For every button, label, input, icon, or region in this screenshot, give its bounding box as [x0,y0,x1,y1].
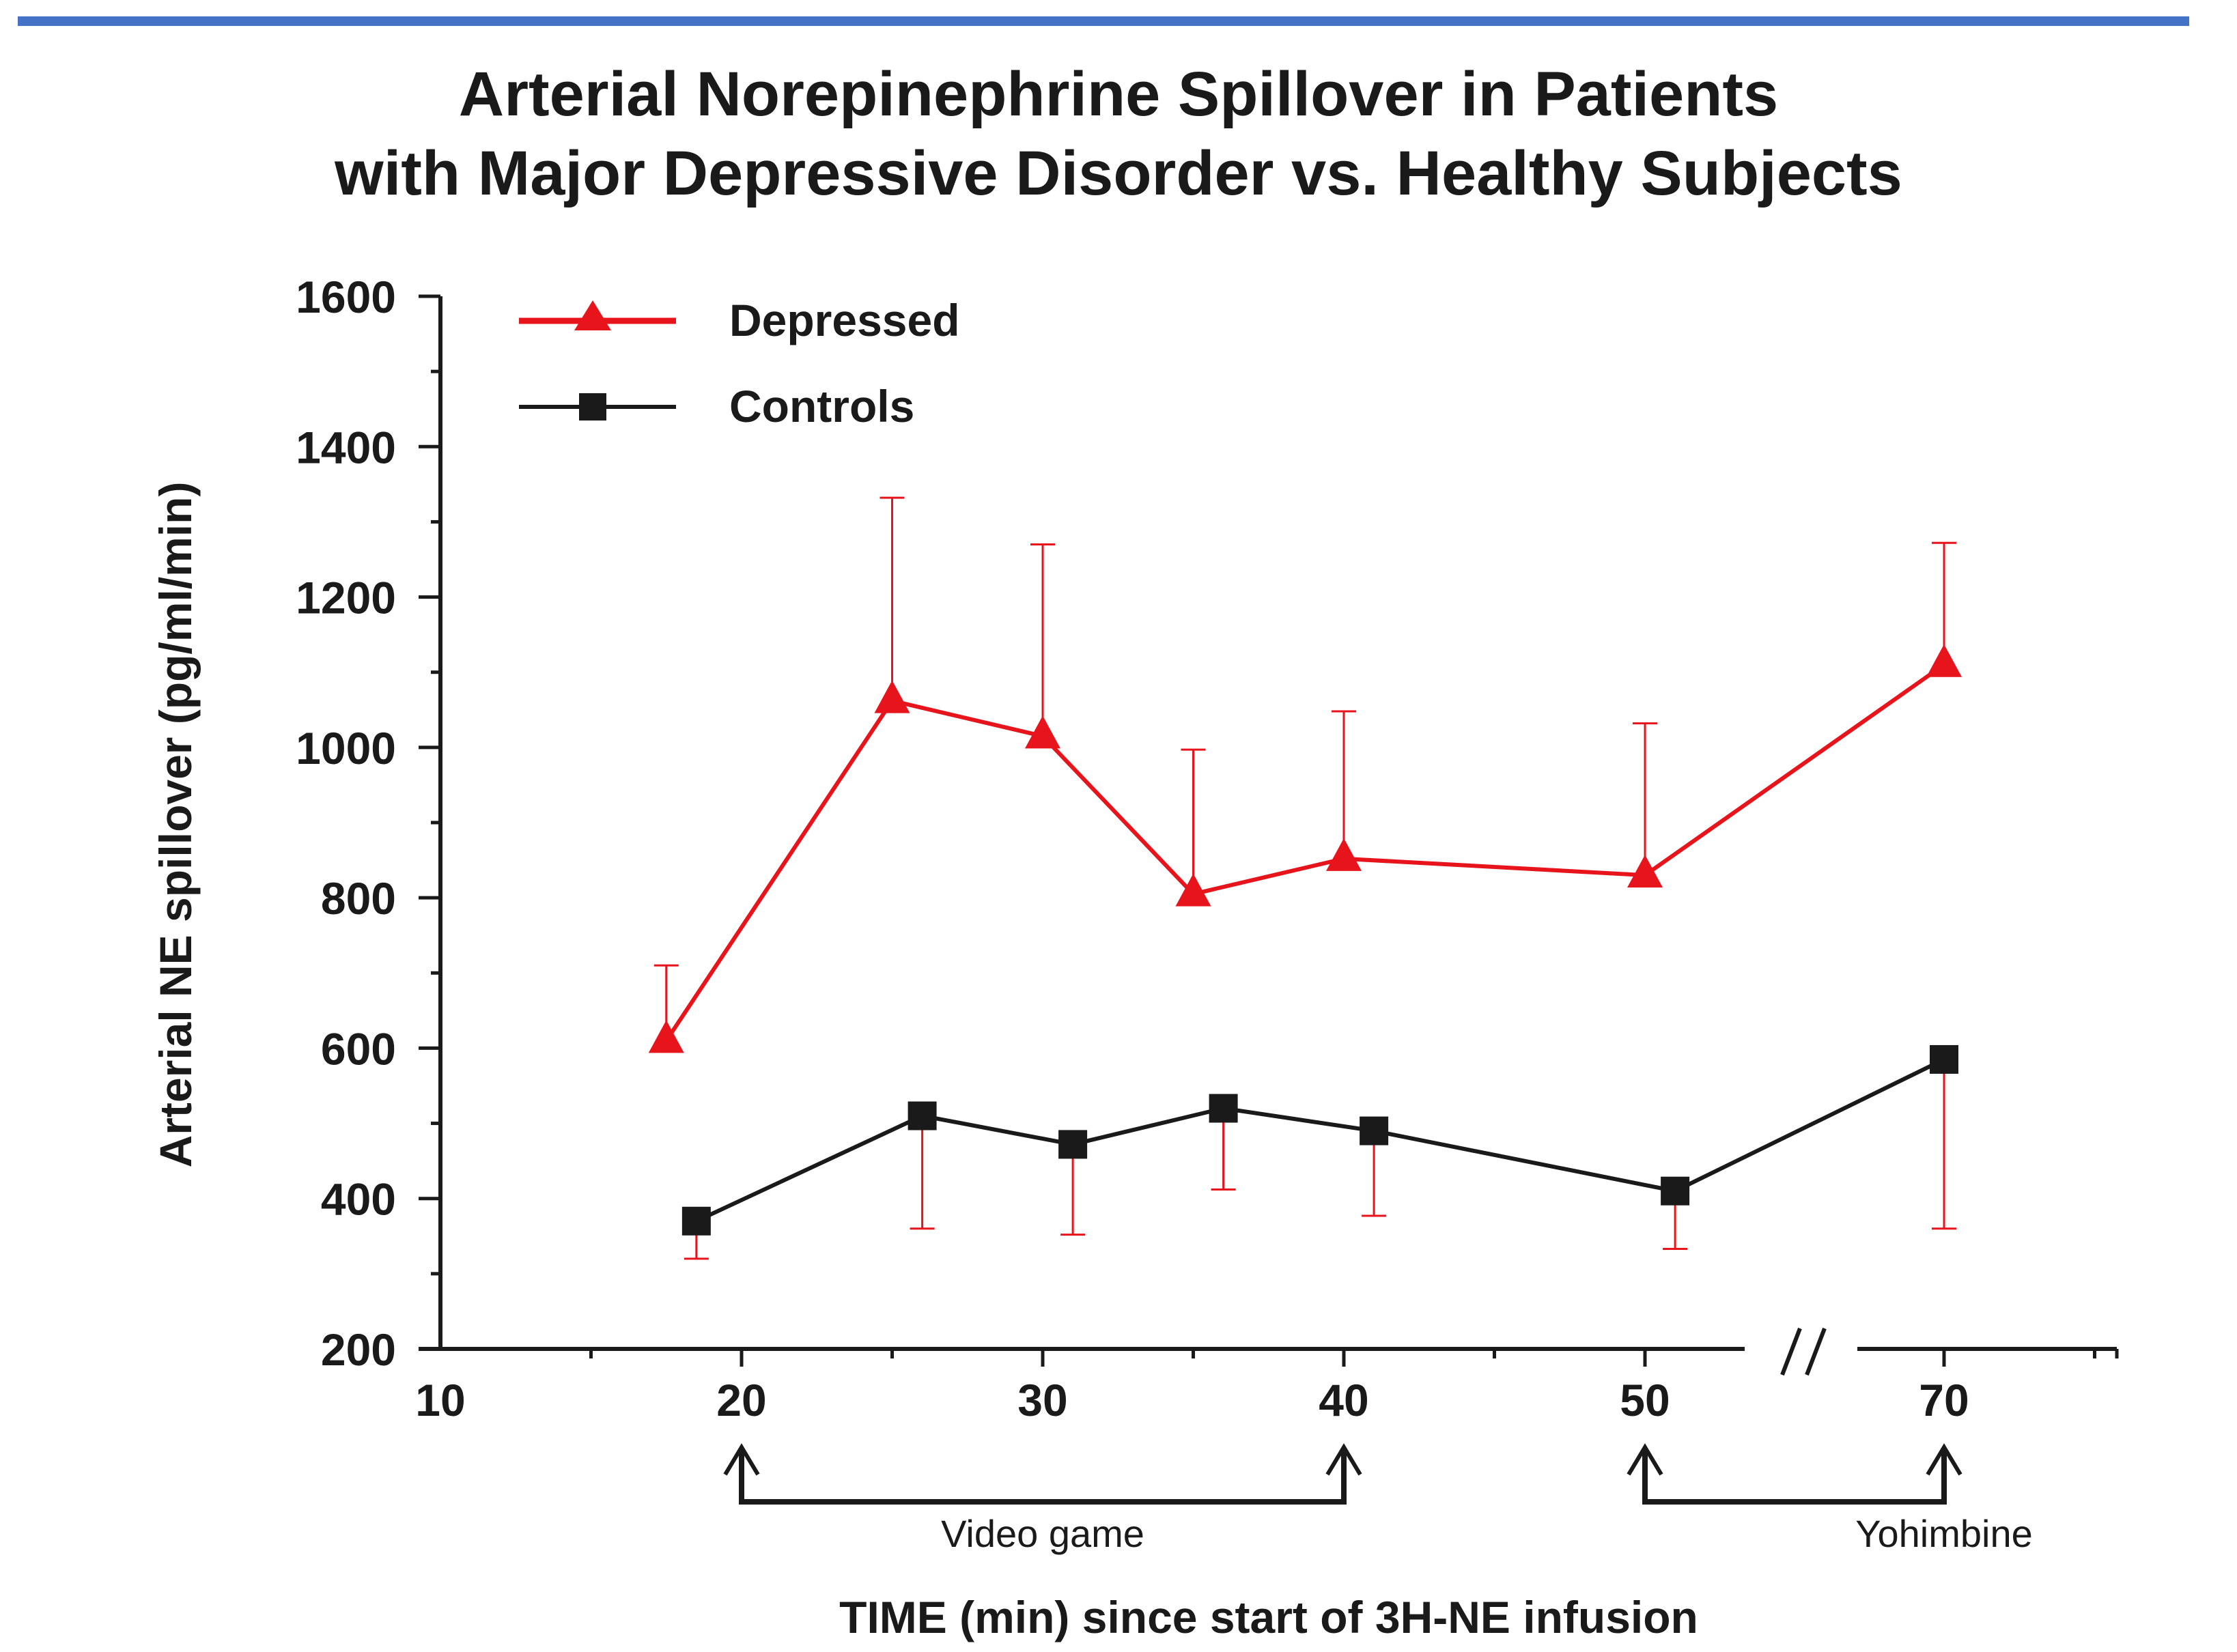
series-line-controls [695,1057,1945,1223]
data-point-square [1058,1130,1088,1159]
top-rule [18,16,2189,26]
arrow-up-icon [1325,1443,1362,1476]
arrow-up-icon [1926,1443,1962,1476]
title-line-1: Arterial Norepinephrine Spillover in Pat… [458,59,1779,129]
series-controls [681,1044,1958,1260]
legend: Depressed Controls [519,295,960,431]
y-tick-label: 800 [321,873,396,924]
title-line-2: with Major Depressive Disorder vs. Healt… [335,139,1902,208]
data-point-square [1360,1116,1389,1145]
legend-label: Depressed [729,295,960,345]
x-tick-label: 70 [1919,1375,1969,1425]
annotation-bracket-yohimbine: Yohimbine [1627,1443,2033,1555]
series-layer [648,496,1962,1260]
y-tick-label: 600 [321,1023,396,1074]
series-depressed [648,496,1962,1053]
legend-marker-triangle [574,300,611,330]
y-axis-label: Arterial NE spillover (pg/ml/min) [150,482,201,1168]
chart-title: Arterial Norepinephrine Spillover in Pat… [0,55,2237,213]
data-point-square [1209,1094,1238,1123]
y-tick-label: 400 [321,1174,396,1225]
arrow-up-icon [1627,1443,1663,1476]
data-point-square [908,1101,937,1130]
data-point-triangle [1926,644,1962,677]
bracket-line [739,1450,1347,1505]
annotation-bracket-video-game: Video game [723,1443,1362,1555]
y-tick-label: 200 [321,1324,396,1375]
x-tick-label: 30 [1017,1375,1067,1425]
data-point-square [1930,1044,1958,1074]
x-tick-label: 50 [1620,1375,1670,1425]
axis-break-mark [1780,1327,1802,1376]
series-line-depressed [664,663,1945,1042]
legend-marker-square [579,393,606,421]
y-tick-label: 1200 [296,573,396,623]
y-tick-label: 1000 [296,723,396,773]
data-point-triangle [648,1020,684,1053]
data-point-triangle [1025,715,1060,749]
arrow-up-icon [723,1443,760,1476]
x-tick-label: 20 [716,1375,766,1425]
y-tick-label: 1600 [296,272,396,322]
x-tick-label: 10 [415,1375,465,1425]
y-tick-label: 1400 [296,422,396,472]
annotation-label: Video game [941,1512,1144,1555]
data-point-square [681,1206,711,1236]
x-tick-label: 40 [1319,1375,1368,1425]
data-point-square [1661,1176,1690,1206]
annotation-label: Yohimbine [1855,1512,2032,1555]
legend-label: Controls [729,381,914,431]
annotations: Video game Yohimbine [723,1443,2033,1555]
legend-entry-controls: Controls [519,381,914,431]
axes: 200 400 600 800 1000 1200 1400 1600 10 20 30 40 50 70 [296,272,2119,1425]
bracket-line [1642,1450,1947,1505]
data-point-triangle [1175,873,1211,907]
data-point-triangle [1326,838,1362,871]
data-point-triangle [1627,855,1663,888]
data-point-triangle [874,680,910,713]
legend-entry-depressed: Depressed [519,295,960,345]
axis-break-mark [1805,1327,1827,1376]
x-axis-label: TIME (min) since start of 3H-NE infusion [839,1592,1698,1642]
